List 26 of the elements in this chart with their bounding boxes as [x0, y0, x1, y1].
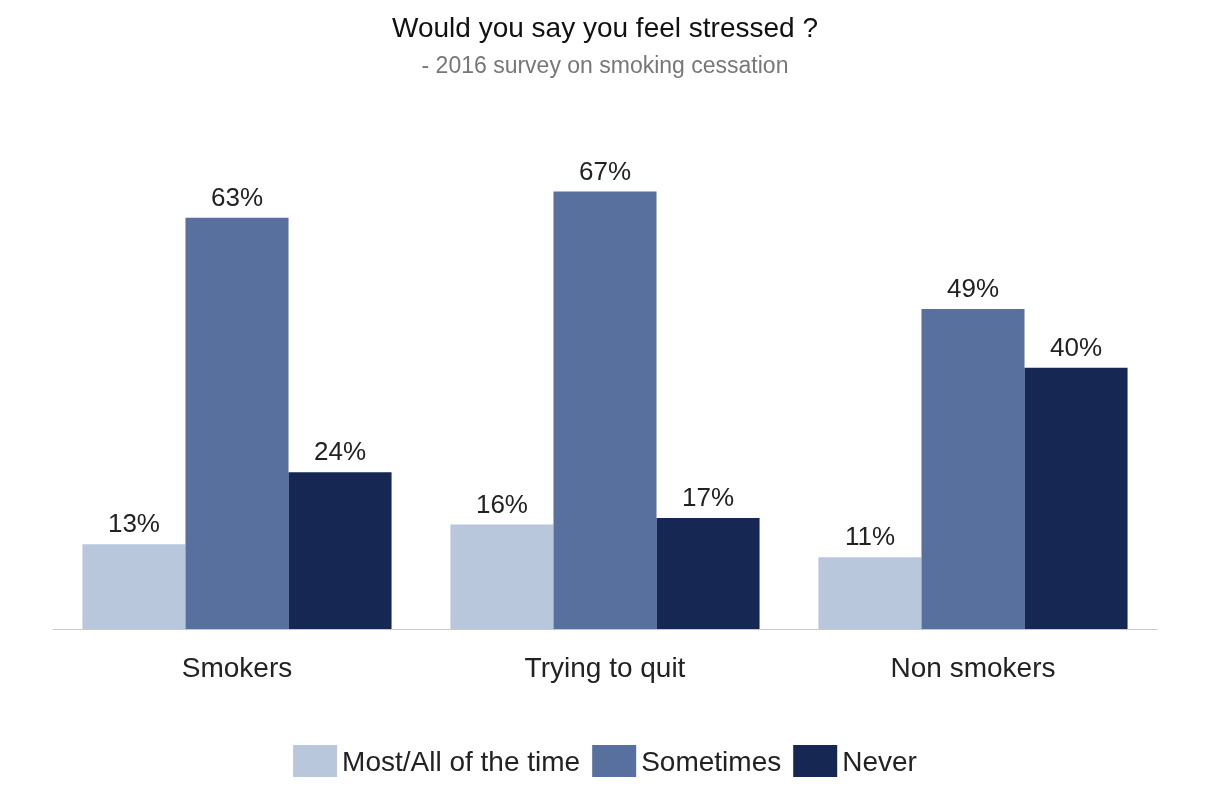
bar [82, 544, 186, 629]
bar [921, 309, 1025, 629]
bar [450, 524, 554, 629]
data-label: 17% [682, 482, 735, 513]
legend-label: Never [842, 745, 917, 777]
data-label: 67% [578, 155, 632, 186]
data-label: 13% [107, 508, 160, 539]
data-label: 24% [314, 436, 367, 467]
chart-title: Would you say you feel stressed ? [392, 11, 818, 43]
data-label: 11% [844, 521, 896, 552]
data-label: 49% [946, 273, 1000, 304]
x-tick-label: Trying to quit [524, 651, 686, 683]
bar [288, 472, 392, 629]
data-label: 16% [475, 488, 528, 519]
legend-label: Sometimes [641, 745, 782, 777]
bar [656, 518, 760, 629]
x-tick-label: Non smokers [890, 651, 1056, 683]
data-label: 63% [210, 181, 264, 212]
bar [185, 217, 289, 629]
data-label: 40% [1050, 331, 1103, 362]
bar [818, 557, 922, 629]
bar [553, 191, 657, 629]
chart-subtitle: - 2016 survey on smoking cessation [421, 51, 789, 78]
x-tick-label: Smokers [181, 651, 293, 683]
legend-label: Most/All of the time [342, 745, 581, 777]
bar [1024, 367, 1128, 629]
